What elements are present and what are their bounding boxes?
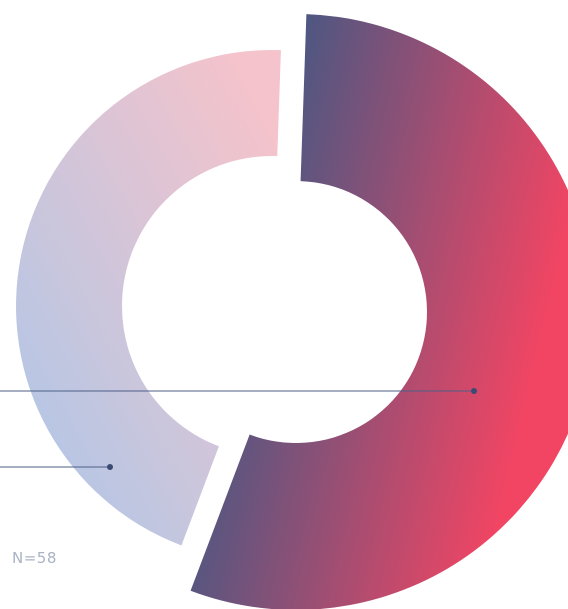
leader-dot-small-slice bbox=[107, 464, 113, 470]
sample-size-label: N=58 bbox=[12, 549, 57, 567]
slice-large bbox=[190, 14, 568, 609]
slice-small bbox=[16, 50, 281, 546]
leader-lines bbox=[0, 388, 477, 470]
slices-layer bbox=[16, 14, 568, 609]
leader-dot-large-slice bbox=[471, 388, 477, 394]
